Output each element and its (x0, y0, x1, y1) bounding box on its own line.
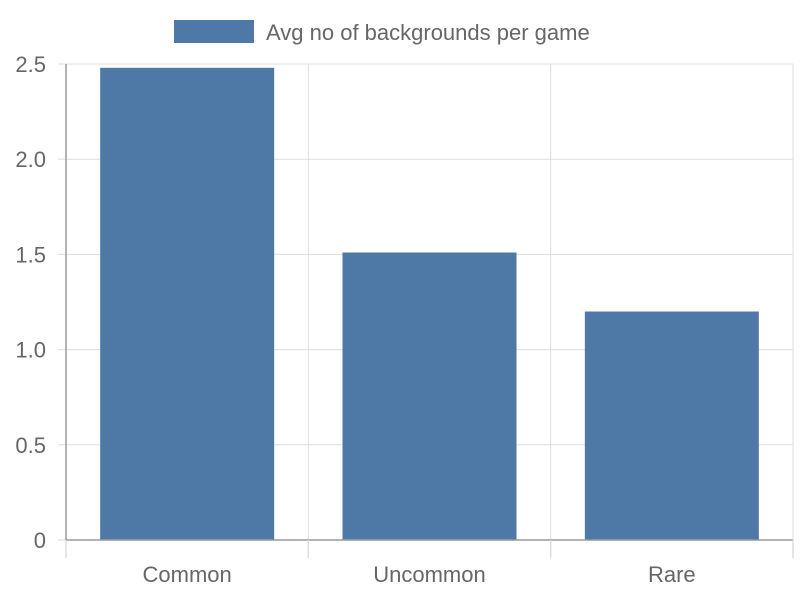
bar-uncommon[interactable] (342, 252, 517, 540)
bars (100, 67, 759, 541)
bar-common[interactable] (100, 67, 275, 541)
x-tick-label: Uncommon (373, 562, 485, 587)
y-axis-tick-labels: 0 0.5 1.0 1.5 2.0 2.5 (15, 52, 46, 553)
y-tick-label: 2.5 (15, 52, 46, 77)
y-tick-label: 1.5 (15, 242, 46, 267)
bar-rare[interactable] (584, 311, 759, 540)
x-tick-label: Rare (648, 562, 696, 587)
axes (58, 63, 794, 558)
legend[interactable]: Avg no of backgrounds per game (174, 20, 590, 45)
y-tick-label: 0 (34, 528, 46, 553)
y-tick-label: 0.5 (15, 433, 46, 458)
y-tick-label: 1.0 (15, 338, 46, 363)
legend-label: Avg no of backgrounds per game (266, 20, 590, 45)
x-axis-tick-labels: Common Uncommon Rare (143, 562, 696, 587)
x-tick-label: Common (143, 562, 232, 587)
y-tick-label: 2.0 (15, 147, 46, 172)
legend-swatch (174, 20, 254, 43)
